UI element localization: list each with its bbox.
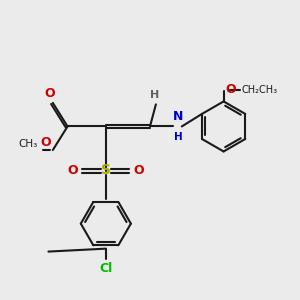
Text: CH₂CH₃: CH₂CH₃ [241, 85, 278, 94]
Text: N: N [173, 110, 183, 123]
Text: O: O [134, 164, 144, 177]
Text: O: O [225, 83, 236, 96]
Text: Cl: Cl [99, 262, 112, 275]
Text: H: H [150, 90, 159, 100]
Text: S: S [101, 163, 111, 177]
Text: H: H [174, 132, 182, 142]
Text: O: O [67, 164, 78, 177]
Text: CH₃: CH₃ [19, 139, 38, 148]
Text: O: O [45, 87, 55, 100]
Text: O: O [41, 136, 51, 148]
